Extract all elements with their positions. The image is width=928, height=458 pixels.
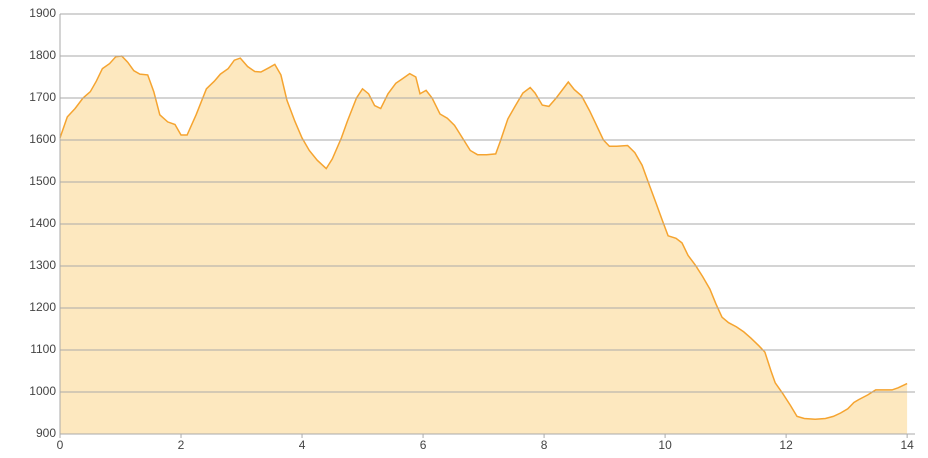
x-tick-label: 14 [900,438,914,452]
y-tick-label: 1300 [29,258,56,272]
line [59,55,908,421]
x-tick-label: 10 [658,438,672,452]
y-tick-label: 1500 [29,174,56,188]
y-tick-label: 900 [36,426,56,440]
y-tick-label: 1100 [30,342,56,356]
x-tick-label: 0 [57,438,64,452]
x-tick-label: 2 [178,438,185,452]
y-tick-label: 1800 [29,48,56,62]
area [60,56,908,434]
x-tick-label: 4 [299,438,306,452]
y-tick-label: 1700 [29,90,56,104]
y-tick-label: 1900 [29,6,56,20]
x-tick-label: 6 [420,438,427,452]
y-tick-label: 1000 [29,384,56,398]
x-tick-label: 12 [779,438,793,452]
y-tick-label: 1600 [29,132,56,146]
y-tick-label: 1400 [29,216,56,230]
x-tick-label: 8 [541,438,548,452]
y-tick-label: 1200 [29,300,56,314]
